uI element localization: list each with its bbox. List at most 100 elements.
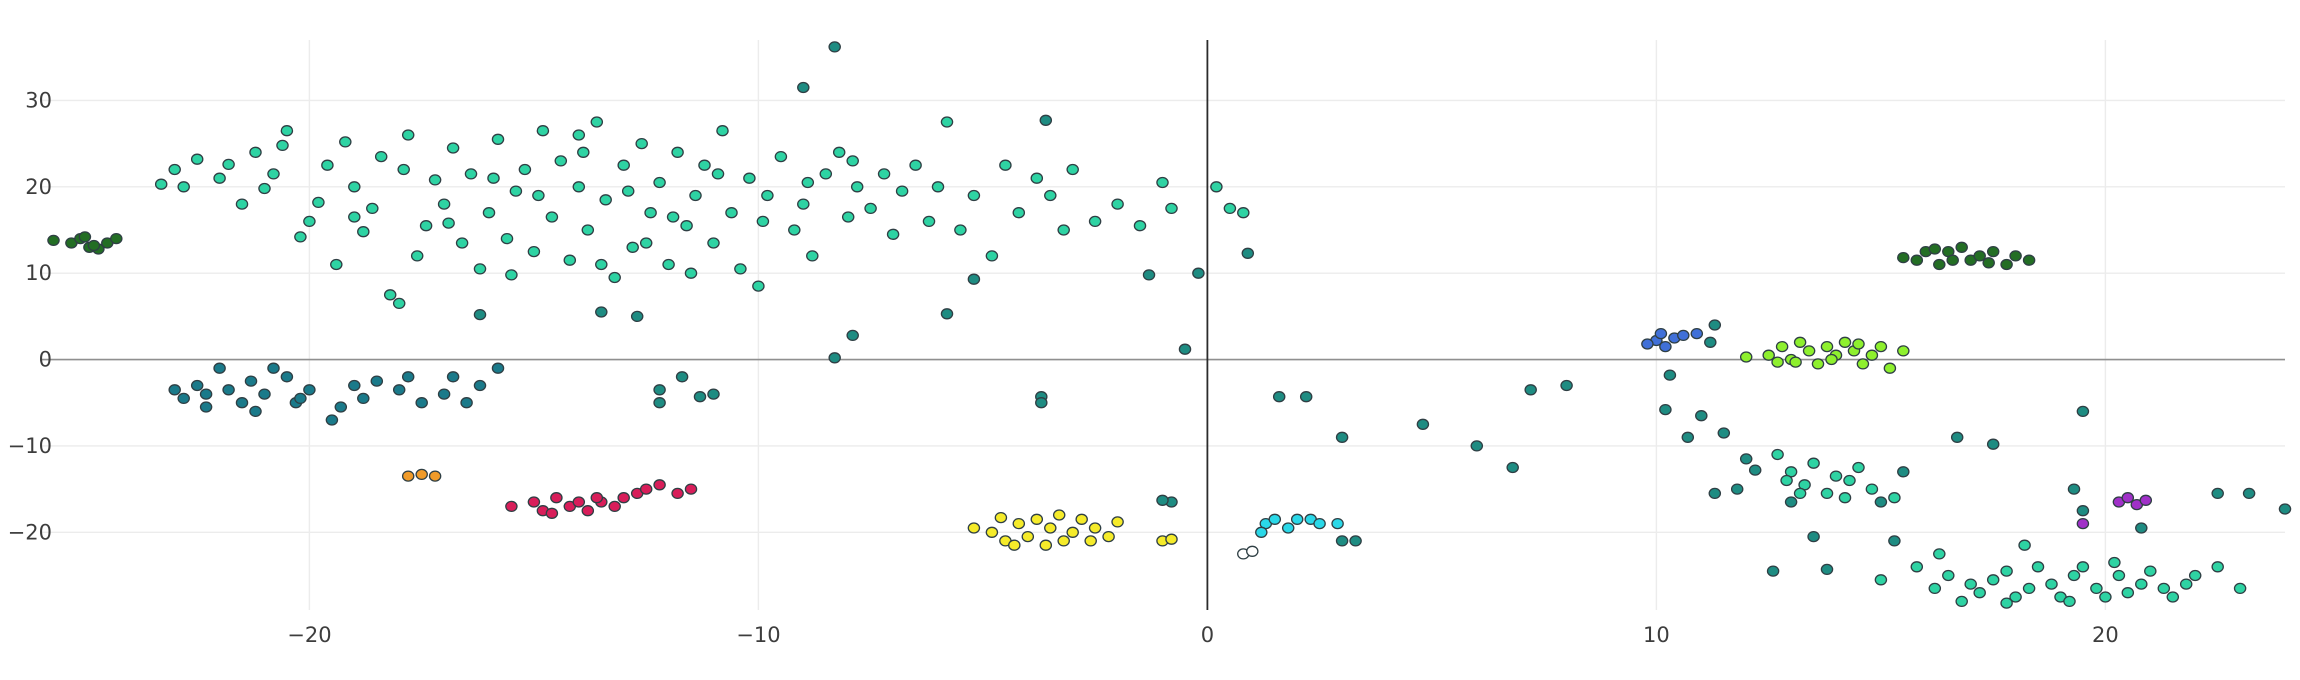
data-point: [1856, 358, 1870, 370]
data-point: [1933, 258, 1946, 271]
data-point: [967, 273, 981, 285]
data-point: [2090, 582, 2103, 595]
data-point: [473, 379, 487, 392]
data-point: [846, 329, 859, 342]
data-point: [1035, 397, 1048, 409]
data-point: [639, 483, 653, 495]
data-point: [2076, 561, 2090, 573]
data-point: [244, 375, 258, 387]
data-point: [1865, 349, 1879, 361]
data-point: [2278, 503, 2292, 515]
data-point: [428, 470, 442, 482]
data-point: [500, 232, 514, 245]
data-point: [545, 507, 559, 519]
data-point: [491, 133, 505, 145]
data-point: [357, 226, 370, 238]
data-point: [639, 237, 653, 249]
data-point: [154, 178, 168, 190]
data-point: [321, 159, 334, 171]
data-point: [110, 232, 123, 245]
data-point: [2000, 565, 2013, 577]
data-point: [653, 176, 666, 189]
data-point: [303, 384, 316, 396]
data-point: [1708, 319, 1722, 331]
data-point: [2076, 405, 2090, 418]
data-point: [190, 379, 204, 392]
data-point: [617, 159, 630, 171]
data-point: [2144, 565, 2157, 577]
data-point: [572, 129, 586, 141]
y-axis-ticks: −20 −10 0 10 20 30: [8, 88, 52, 544]
y-tick-label: 30: [25, 88, 52, 112]
data-point: [2009, 250, 2022, 262]
data-point: [383, 289, 397, 301]
data-point: [1897, 251, 1910, 264]
data-point: [1192, 267, 1205, 279]
data-point: [1066, 163, 1079, 176]
data-point: [743, 172, 756, 184]
data-point: [680, 220, 693, 232]
data-point: [177, 392, 190, 405]
data-point: [608, 271, 621, 284]
data-point: [1066, 526, 1079, 538]
data-point: [1111, 516, 1124, 528]
data-point: [684, 483, 698, 495]
data-point: [1739, 453, 1753, 465]
data-point: [994, 511, 1008, 524]
data-point: [294, 392, 307, 405]
data-point: [967, 522, 981, 534]
data-point: [330, 258, 343, 271]
data-point: [1659, 340, 1672, 353]
data-point: [1928, 243, 1942, 255]
data-point: [1223, 202, 1237, 215]
data-point: [599, 194, 612, 206]
data-point: [1766, 565, 1780, 577]
data-point: [985, 526, 999, 538]
data-point: [267, 168, 280, 180]
data-point: [473, 308, 487, 321]
data-point: [1335, 535, 1349, 547]
data-point: [1039, 114, 1053, 126]
data-point: [1838, 336, 1852, 348]
data-point: [954, 224, 967, 236]
data-point: [2000, 258, 2013, 271]
data-point: [415, 397, 428, 409]
data-point: [595, 258, 608, 271]
data-point: [442, 217, 455, 229]
data-point: [1807, 457, 1820, 469]
data-point: [1677, 329, 1690, 342]
data-point: [401, 129, 415, 141]
data-point: [334, 401, 348, 413]
data-point: [653, 384, 666, 396]
data-point: [581, 505, 595, 517]
grid: [40, 40, 2285, 610]
data-point: [1964, 578, 1977, 590]
data-point: [280, 371, 294, 383]
data-point: [1910, 561, 1924, 573]
data-point: [1708, 487, 1722, 500]
data-point: [617, 492, 630, 504]
data-point: [177, 181, 190, 193]
data-point: [401, 371, 415, 383]
data-point: [563, 254, 577, 266]
y-tick-label: −20: [8, 520, 52, 544]
data-point: [2121, 587, 2135, 599]
data-point: [199, 401, 213, 413]
data-point: [87, 239, 101, 252]
data-point: [190, 153, 204, 165]
x-tick-label: 10: [1643, 623, 1670, 647]
data-point: [482, 207, 496, 219]
data-point: [2112, 569, 2126, 582]
data-point: [1088, 215, 1102, 228]
data-point: [2188, 569, 2202, 582]
data-point: [707, 237, 720, 249]
data-point: [1272, 391, 1286, 403]
data-point: [1255, 526, 1268, 538]
data-point: [1820, 340, 1834, 353]
data-point: [401, 470, 415, 482]
data-point: [940, 116, 954, 128]
data-point: [819, 168, 833, 180]
data-point: [545, 211, 559, 223]
data-point: [1748, 464, 1762, 476]
data-point: [1654, 327, 1668, 340]
